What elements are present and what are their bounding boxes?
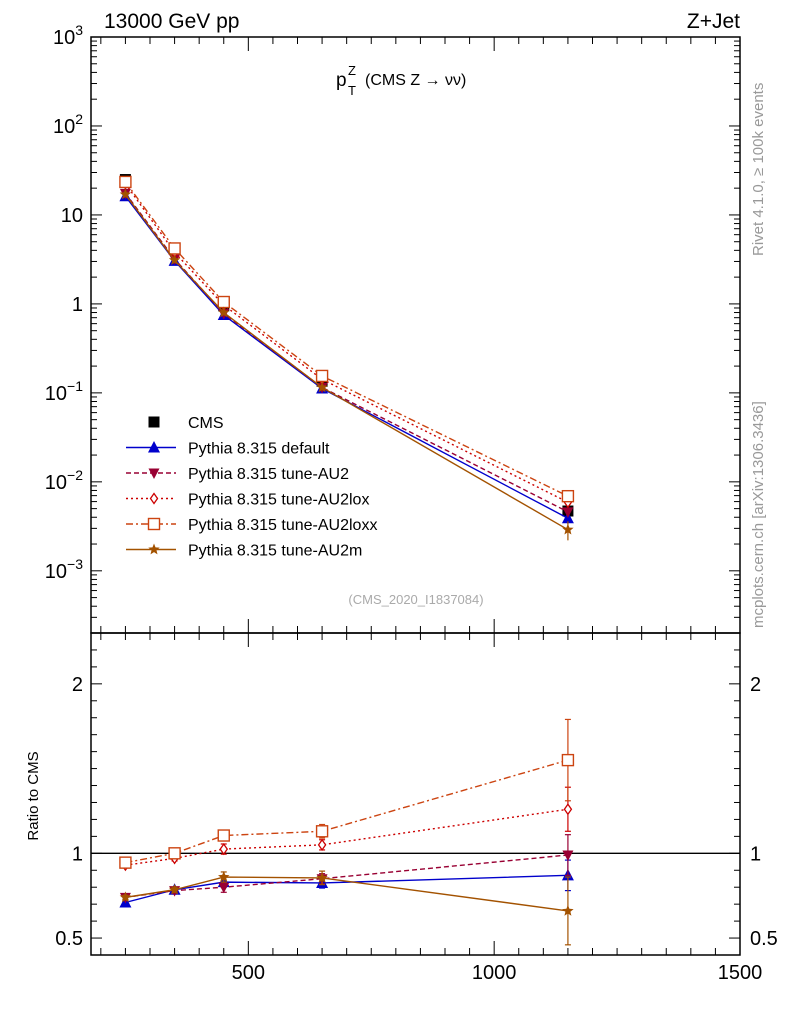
legend-item: Pythia 8.315 tune-AU2 [126, 466, 349, 483]
process-title: Z+Jet [687, 10, 740, 33]
ratio-y-tick-label: 1 [72, 843, 83, 865]
ratio-series-1 [119, 834, 574, 904]
data-point [168, 254, 181, 265]
legend: CMS Pythia 8.315 default Pythia 8.315 tune… [126, 415, 377, 560]
ratio-y-tick-label-right: 2 [750, 674, 761, 696]
series-4 [119, 175, 575, 503]
ratio-point [119, 891, 132, 903]
series-5 [119, 188, 574, 541]
plot-title-p: p [336, 70, 347, 91]
legend-label: Pythia 8.315 default [188, 441, 330, 458]
data-point [315, 369, 329, 383]
legend-marker [148, 468, 160, 479]
ratio-point [317, 838, 327, 851]
legend-marker [149, 492, 159, 505]
legend-marker [148, 416, 160, 428]
ratio-point [217, 829, 230, 842]
data-point [119, 188, 132, 200]
y-tick-label: 103 [53, 22, 83, 49]
legend-marker [147, 517, 161, 531]
x-tick-label: 500 [232, 962, 265, 984]
y-tick-label: 10−2 [45, 467, 83, 494]
ratio-y-tick-label-right: 1 [750, 843, 761, 865]
legend-label: CMS [188, 415, 224, 432]
ratio-series-2 [121, 786, 573, 872]
data-point [217, 295, 230, 309]
legend-item: Pythia 8.315 tune-AU2loxx [126, 517, 377, 534]
data-point [562, 507, 574, 518]
ratio-series-4 [119, 870, 574, 946]
ratio-point [561, 753, 575, 767]
energy-title: 13000 GeV pp [104, 10, 239, 33]
ratio-point [168, 847, 181, 860]
ratio-point [315, 825, 329, 838]
y-tick-label: 102 [53, 111, 83, 138]
y-tick-label: 10 [61, 205, 83, 227]
ratio-line [125, 808, 569, 866]
legend-marker [148, 543, 160, 555]
legend-label: Pythia 8.315 tune-AU2 [188, 466, 349, 483]
legend-item: Pythia 8.315 default [126, 441, 330, 458]
ratio-series-0 [119, 859, 574, 908]
y-tick-label: 1 [72, 294, 83, 316]
legend-item: Pythia 8.315 tune-AU2m [126, 543, 362, 560]
legend-label: Pythia 8.315 tune-AU2m [188, 543, 362, 560]
plot-title-rest: (CMS Z → νν) [365, 72, 466, 89]
ratio-y-tick-label: 2 [72, 674, 83, 696]
ratio-point [168, 883, 181, 895]
ratio-point [218, 882, 230, 894]
series-3 [121, 177, 573, 509]
data-point [316, 381, 328, 393]
legend-marker [148, 441, 160, 453]
mcplots-label: mcplots.cern.ch [arXiv:1306.3436] [750, 401, 767, 628]
ratio-line [125, 854, 568, 899]
ratio-point [219, 842, 229, 856]
ratio-plot: 500 1000 1500 0.5 0.5 1 1 2 2 [55, 632, 778, 984]
data-point [561, 489, 575, 503]
legend-label: Pythia 8.315 tune-AU2lox [188, 492, 369, 509]
ratio-y-tick-label-right: 0.5 [750, 928, 778, 950]
ratio-point [563, 803, 573, 816]
plot-title-sup: Z [348, 63, 356, 78]
data-point [119, 175, 132, 189]
ratio-point [562, 850, 574, 862]
ratio-point [316, 871, 328, 883]
y-tick-label: 10−3 [45, 556, 83, 583]
series-line [124, 192, 569, 513]
x-tick-label: 1000 [472, 962, 517, 984]
y-tick-label: 10−1 [45, 378, 83, 405]
ratio-frame [90, 632, 741, 956]
rivet-label: Rivet 4.1.0, ≥ 100k events [750, 83, 767, 256]
data-point [168, 242, 181, 255]
ratio-series-3 [119, 718, 575, 869]
analysis-label: (CMS_2020_I1837084) [348, 592, 483, 607]
ratio-y-tick-label: 0.5 [55, 928, 83, 950]
ratio-ylabel: Ratio to CMS [25, 751, 42, 840]
plot-title-sub: T [348, 83, 356, 98]
legend-label: Pythia 8.315 tune-AU2loxx [188, 517, 377, 534]
data-point [218, 306, 230, 318]
legend-item: CMS [148, 415, 224, 432]
ratio-point [562, 904, 574, 916]
legend-item: Pythia 8.315 tune-AU2lox [126, 492, 369, 509]
x-tick-label: 1500 [718, 962, 763, 984]
data-point [562, 523, 574, 535]
ratio-line [125, 759, 569, 864]
ratio-point [218, 871, 230, 882]
ratio-point [119, 856, 132, 869]
